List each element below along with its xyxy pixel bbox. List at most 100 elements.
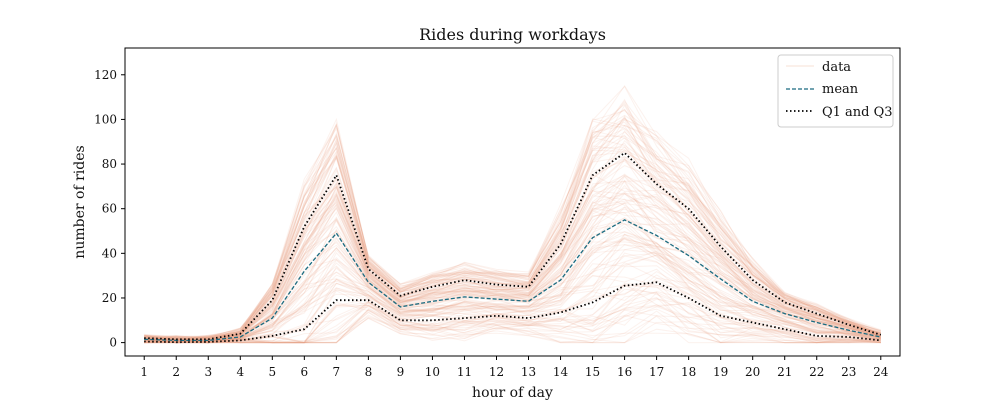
data-line — [144, 157, 881, 343]
data-line — [144, 141, 882, 340]
x-tick-label: 6 — [301, 365, 309, 379]
data-line — [144, 194, 881, 343]
x-tick-label: 13 — [521, 365, 536, 379]
data-line — [144, 254, 881, 344]
x-axis: 1 2 3 4 5 6 7 8 9 10 11 12 13 14 15 16 17 18 19 20 21 22 23 24 — [140, 356, 889, 379]
data-line — [144, 149, 881, 343]
data-line — [144, 173, 881, 344]
data-line — [144, 124, 881, 340]
data-line — [144, 314, 881, 344]
y-tick-label: 120 — [94, 68, 117, 82]
data-line — [144, 130, 881, 343]
data-line — [144, 304, 881, 344]
data-line — [144, 117, 882, 338]
y-tick-label: 40 — [102, 246, 117, 260]
data-line — [144, 305, 881, 344]
data-line — [144, 301, 881, 344]
data-line — [144, 288, 881, 344]
data-line — [144, 158, 881, 343]
data-line — [144, 174, 881, 341]
data-line — [144, 103, 881, 341]
data-line — [144, 301, 881, 344]
data-line — [144, 262, 881, 341]
x-tick-label: 9 — [397, 365, 405, 379]
data-line — [144, 254, 881, 342]
x-tick-label: 2 — [172, 365, 180, 379]
data-line — [144, 204, 881, 341]
data-line — [144, 128, 881, 340]
x-tick-label: 4 — [236, 365, 244, 379]
data-line — [144, 135, 881, 341]
legend-label-mean: mean — [822, 82, 859, 97]
data-line — [144, 134, 881, 341]
x-tick-label: 24 — [873, 365, 889, 379]
data-line — [144, 297, 881, 344]
data-line — [144, 104, 881, 341]
data-line — [144, 211, 881, 343]
data-line — [144, 203, 881, 340]
data-line — [144, 191, 881, 341]
data-line — [144, 237, 881, 344]
data-line — [144, 191, 881, 343]
x-tick-label: 22 — [809, 365, 824, 379]
data-line — [144, 142, 881, 343]
x-tick-label: 11 — [457, 365, 472, 379]
data-line — [144, 309, 881, 344]
legend-box — [777, 54, 894, 128]
data-line — [144, 118, 882, 341]
x-tick-label: 20 — [745, 365, 760, 379]
data-line — [144, 193, 881, 344]
y-tick-label: 80 — [102, 157, 117, 171]
data-line — [144, 179, 881, 343]
data-line — [144, 265, 881, 344]
data-line — [144, 285, 881, 344]
data-line — [144, 317, 881, 344]
data-line — [144, 181, 881, 341]
data-line — [144, 179, 881, 342]
data-line — [144, 156, 881, 340]
data-line — [144, 282, 881, 344]
data-line — [144, 291, 881, 344]
data-line — [144, 237, 881, 344]
data-line — [144, 218, 881, 343]
data-line — [144, 303, 881, 344]
data-line — [144, 120, 881, 342]
data-line — [144, 165, 881, 343]
data-line — [144, 98, 881, 341]
data-line — [144, 223, 881, 344]
data-line — [144, 180, 882, 344]
data-line — [144, 242, 881, 344]
data-line — [144, 274, 881, 344]
data-line — [144, 230, 881, 344]
data-line — [144, 158, 881, 339]
x-tick-label: 18 — [681, 365, 696, 379]
data-line — [144, 250, 881, 344]
data-line — [144, 101, 881, 342]
stat-lines-layer — [144, 151, 882, 344]
data-line — [144, 268, 881, 344]
data-line — [144, 85, 881, 340]
y-tick-label: 60 — [102, 202, 117, 216]
data-line — [144, 316, 881, 344]
data-line — [144, 108, 881, 341]
legend-label-quartiles: Q1 and Q3 — [822, 105, 893, 120]
x-tick-label: 1 — [140, 365, 148, 379]
data-line — [144, 110, 881, 341]
data-line — [144, 175, 881, 342]
data-line — [144, 157, 881, 341]
x-tick-label: 23 — [841, 365, 856, 379]
data-line — [144, 187, 881, 342]
data-line — [144, 186, 881, 343]
data-line — [144, 160, 881, 342]
data-line — [144, 115, 881, 342]
y-tick-label: 20 — [102, 291, 117, 305]
data-line — [144, 237, 881, 344]
data-line — [144, 234, 881, 344]
x-tick-label: 12 — [489, 365, 504, 379]
x-tick-label: 3 — [204, 365, 212, 379]
data-line — [144, 266, 881, 343]
data-line — [144, 291, 881, 344]
data-line — [144, 198, 881, 341]
data-line — [144, 184, 881, 343]
